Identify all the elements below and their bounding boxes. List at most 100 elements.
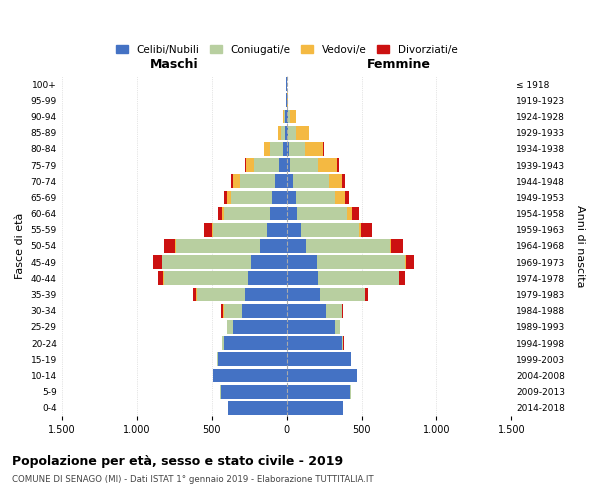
Bar	[287, 239, 306, 253]
Bar	[287, 401, 343, 415]
Bar	[213, 223, 287, 236]
Bar	[287, 190, 296, 204]
Bar	[287, 206, 297, 220]
Bar	[227, 401, 287, 415]
Bar	[287, 174, 329, 188]
Bar	[203, 223, 287, 236]
Bar	[287, 126, 310, 140]
Bar	[212, 368, 287, 382]
Bar	[264, 142, 287, 156]
Bar	[287, 320, 340, 334]
Bar	[287, 288, 320, 302]
Bar	[224, 206, 287, 220]
Bar	[217, 352, 287, 366]
Bar	[245, 288, 287, 302]
Bar	[287, 385, 350, 398]
Bar	[287, 368, 358, 382]
Bar	[287, 272, 318, 285]
Bar	[287, 401, 343, 415]
Bar	[217, 352, 287, 366]
Bar	[278, 126, 287, 140]
Bar	[248, 272, 287, 285]
Bar	[227, 320, 287, 334]
Bar	[287, 256, 414, 269]
Bar	[287, 94, 288, 107]
Text: Femmine: Femmine	[367, 58, 431, 71]
Bar	[196, 288, 287, 302]
Bar	[285, 126, 287, 140]
Bar	[287, 190, 345, 204]
Bar	[287, 401, 343, 415]
Bar	[287, 158, 338, 172]
Bar	[233, 174, 287, 188]
Bar	[287, 401, 343, 415]
Bar	[212, 223, 287, 236]
Bar	[224, 190, 287, 204]
Bar	[281, 126, 287, 140]
Bar	[287, 336, 343, 350]
Bar	[223, 336, 287, 350]
Bar	[287, 174, 345, 188]
Bar	[228, 401, 287, 415]
Bar	[162, 256, 287, 269]
Bar	[251, 256, 287, 269]
Bar	[227, 320, 287, 334]
Bar	[287, 288, 365, 302]
Bar	[287, 385, 351, 398]
Bar	[270, 142, 287, 156]
Bar	[213, 368, 287, 382]
Bar	[287, 256, 317, 269]
Legend: Celibi/Nubili, Coniugati/e, Vedovi/e, Divorziati/e: Celibi/Nubili, Coniugati/e, Vedovi/e, Di…	[112, 40, 462, 58]
Bar	[287, 126, 288, 140]
Bar	[287, 304, 342, 318]
Bar	[287, 126, 296, 140]
Bar	[230, 174, 287, 188]
Bar	[286, 94, 287, 107]
Bar	[287, 272, 404, 285]
Bar	[287, 304, 342, 318]
Bar	[246, 158, 287, 172]
Bar	[287, 110, 290, 124]
Text: Popolazione per età, sesso e stato civile - 2019: Popolazione per età, sesso e stato civil…	[12, 455, 343, 468]
Bar	[286, 94, 287, 107]
Bar	[272, 190, 287, 204]
Bar	[161, 256, 287, 269]
Bar	[193, 288, 287, 302]
Bar	[222, 206, 287, 220]
Bar	[197, 288, 287, 302]
Bar	[227, 401, 287, 415]
Bar	[270, 206, 287, 220]
Bar	[286, 94, 287, 107]
Bar	[287, 304, 343, 318]
Bar	[287, 110, 296, 124]
Bar	[223, 336, 287, 350]
Bar	[287, 320, 340, 334]
Bar	[287, 239, 390, 253]
Bar	[283, 110, 287, 124]
Bar	[223, 304, 287, 318]
Bar	[227, 190, 287, 204]
Bar	[220, 385, 287, 398]
Bar	[242, 304, 287, 318]
Bar	[287, 320, 340, 334]
Bar	[287, 272, 399, 285]
Bar	[287, 336, 343, 350]
Bar	[218, 206, 287, 220]
Bar	[287, 272, 399, 285]
Bar	[287, 352, 352, 366]
Bar	[287, 190, 335, 204]
Bar	[222, 336, 287, 350]
Bar	[287, 223, 359, 236]
Bar	[287, 385, 351, 398]
Bar	[260, 239, 287, 253]
Bar	[212, 368, 287, 382]
Bar	[287, 223, 372, 236]
Bar	[287, 142, 305, 156]
Bar	[175, 239, 287, 253]
Bar	[287, 352, 352, 366]
Bar	[287, 94, 288, 107]
Bar	[287, 336, 344, 350]
Bar	[287, 288, 365, 302]
Y-axis label: Anni di nascita: Anni di nascita	[575, 204, 585, 287]
Bar	[287, 368, 358, 382]
